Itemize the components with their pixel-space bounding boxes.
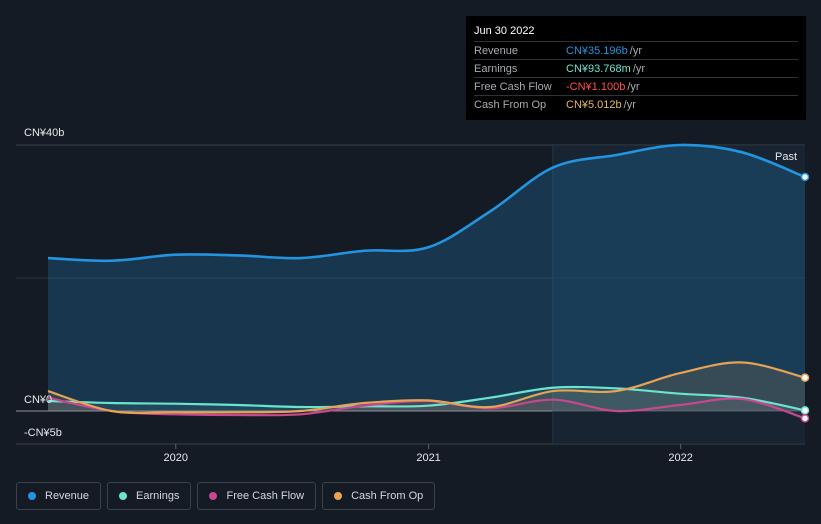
area-cash-from-op [48, 362, 805, 413]
legend-item-cash-from-op[interactable]: Cash From Op [322, 482, 436, 510]
tooltip-row-free-cash-flow: Free Cash Flow -CN¥1.100b /yr [474, 77, 798, 95]
legend-item-free-cash-flow[interactable]: Free Cash Flow [197, 482, 317, 510]
tooltip-unit: /yr [623, 98, 636, 111]
legend-dot-icon [119, 492, 128, 500]
tooltip-value: -CN¥1.100b [566, 80, 626, 93]
legend-dot-icon [334, 492, 343, 500]
tooltip-label: Revenue [474, 44, 519, 57]
tooltip-row-earnings: Earnings CN¥93.768m /yr [474, 59, 798, 77]
x-axis-label: 2022 [668, 452, 692, 464]
area-earnings [48, 386, 805, 411]
end-point-revenue [800, 172, 810, 182]
tooltip-value: CN¥5.012b [566, 98, 622, 111]
y-axis-labels: CN¥40b CN¥0 -CN¥5b [24, 127, 64, 439]
end-point-free-cash-flow [800, 414, 810, 423]
legend-label: Revenue [45, 490, 90, 502]
area-revenue [48, 144, 805, 411]
tooltip-date: Jun 30 2022 [474, 25, 535, 37]
legend-dot-icon [209, 492, 218, 500]
legend-label: Cash From Op [351, 490, 424, 502]
area-layer [48, 144, 805, 419]
tooltip-label: Free Cash Flow [474, 80, 552, 93]
line-earnings [47, 385, 806, 412]
legend-dot-icon [28, 492, 36, 500]
past-label: Past [775, 151, 797, 163]
line-layer [47, 143, 806, 420]
tooltip-unit: /yr [629, 44, 643, 57]
end-dot-layer [800, 172, 810, 423]
line-revenue [47, 143, 806, 263]
tooltip-value: CN¥35.196b [566, 44, 628, 57]
y-axis-label: -CN¥5b [24, 427, 62, 439]
tooltip: Jun 30 2022 Revenue CN¥35.196b /yr Earni… [466, 16, 806, 120]
tooltip-label: Cash From Op [474, 98, 547, 111]
legend-item-earnings[interactable]: Earnings [107, 482, 192, 510]
tooltip-row-cash-from-op: Cash From Op CN¥5.012b /yr [474, 95, 798, 113]
x-axis-label: 2020 [164, 452, 188, 464]
x-axis-label: 2021 [416, 452, 440, 464]
legend-label: Free Cash Flow [226, 490, 305, 502]
legend-item-revenue[interactable]: Revenue [16, 482, 102, 510]
end-point-earnings [800, 406, 810, 415]
line-cash-from-op [47, 361, 806, 415]
end-point-cash-from-op [800, 373, 810, 382]
tooltip-label: Earnings [474, 62, 518, 75]
tooltip-unit: /yr [627, 80, 640, 93]
tooltip-row-revenue: Revenue CN¥35.196b /yr [474, 41, 798, 59]
tooltip-value: CN¥93.768m [566, 62, 631, 75]
legend-label: Earnings [136, 490, 180, 502]
x-axis-labels: 2020 2021 2022 [164, 444, 693, 464]
legend: Revenue Earnings Free Cash Flow Cash Fro… [16, 482, 436, 512]
tooltip-unit: /yr [632, 62, 646, 75]
y-axis-label: CN¥40b [24, 127, 64, 139]
y-axis-label: CN¥0 [24, 394, 52, 406]
